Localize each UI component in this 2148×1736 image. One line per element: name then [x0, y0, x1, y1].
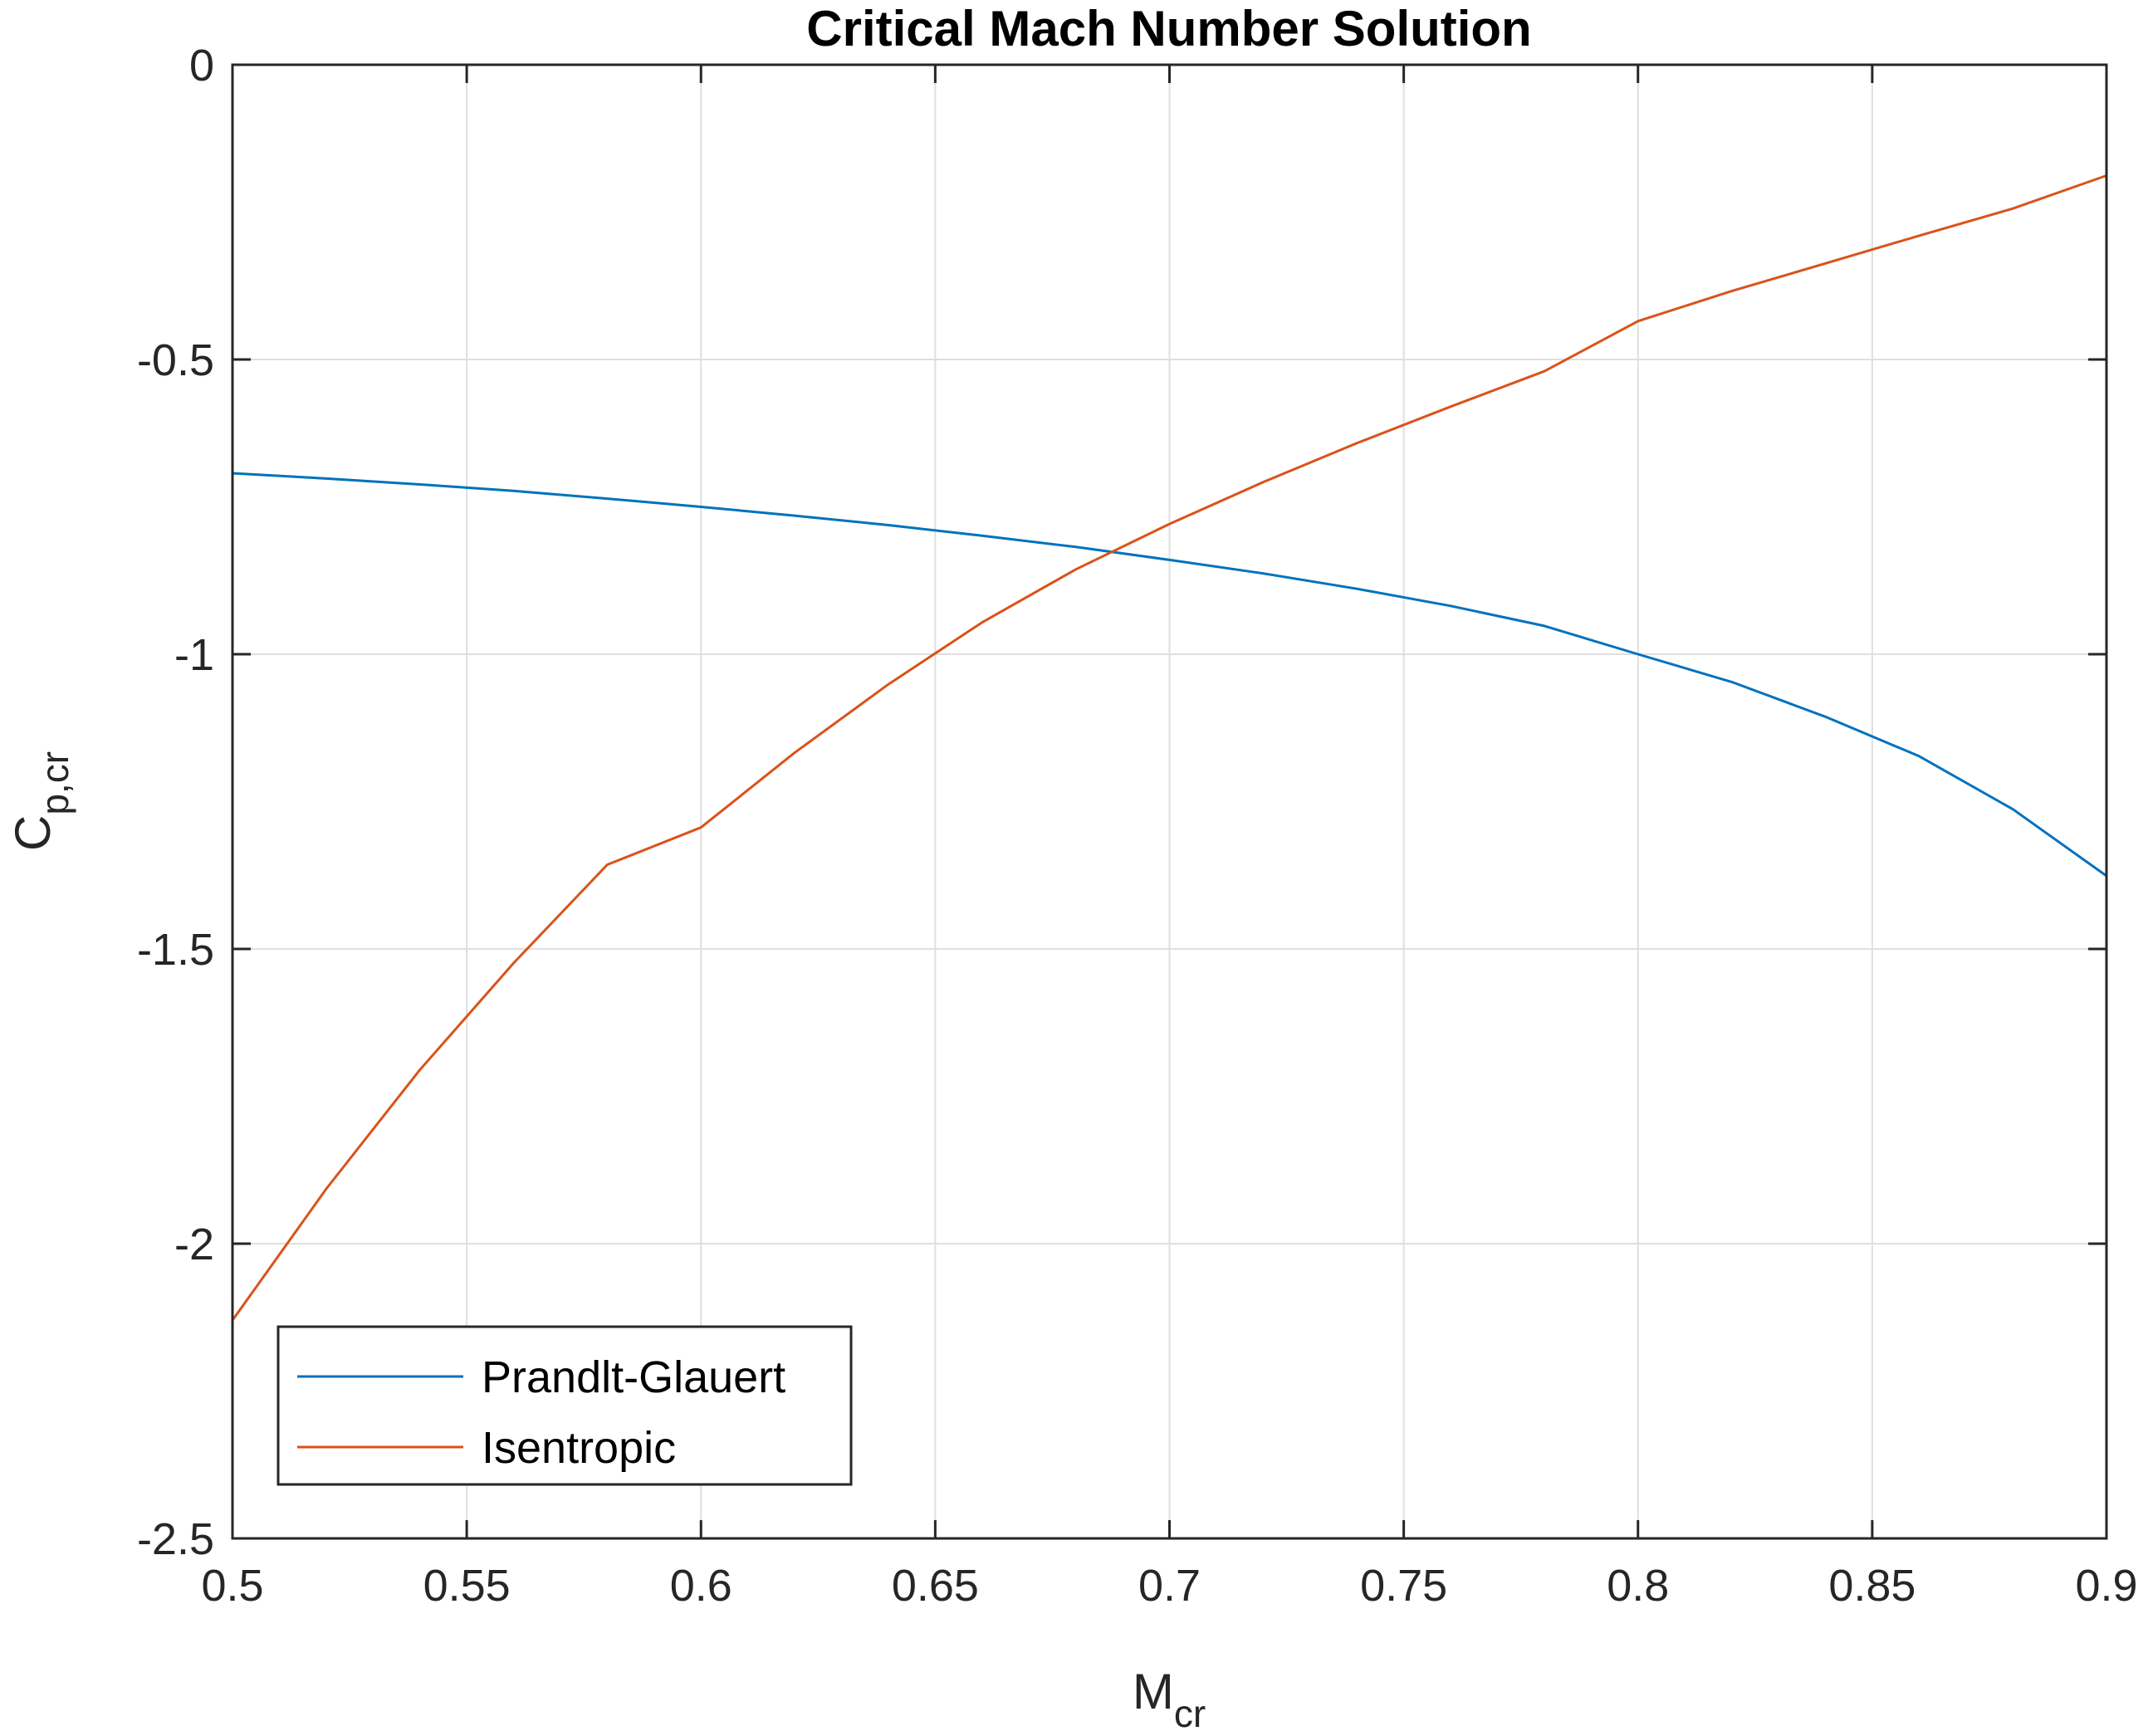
x-tick-label-0_6: 0.6	[670, 1561, 732, 1611]
legend-box	[276, 1325, 853, 1486]
x-tick-label-0_55: 0.55	[423, 1561, 511, 1611]
y-tick-label-neg-1_5: -1.5	[137, 925, 214, 975]
y-tick-labels: 0 -0.5 -1 -1.5 -2 -2.5	[137, 41, 214, 1564]
x-tick-label-0_8: 0.8	[1607, 1561, 1669, 1611]
y-tick-label-neg-2: -2	[174, 1220, 214, 1269]
x-tick-label-0_65: 0.65	[892, 1561, 979, 1611]
chart-title: Critical Mach Number Solution	[806, 1, 1531, 56]
x-tick-label-0_9: 0.9	[2075, 1561, 2137, 1611]
tick-marks	[231, 63, 2108, 1540]
y-tick-label-neg-1: -1	[174, 630, 214, 680]
x-tick-label-0_85: 0.85	[1828, 1561, 1916, 1611]
series-line-isentropic	[231, 174, 2107, 1322]
x-tick-label-0_5: 0.5	[201, 1561, 263, 1611]
series-line-prandlt-glauert	[232, 472, 2107, 878]
legend: Prandlt-Glauert Isentropic	[276, 1325, 853, 1486]
x-tick-label-0_75: 0.75	[1360, 1561, 1447, 1611]
y-tick-label-0: 0	[189, 41, 214, 90]
y-axis-label-subscript: p,cr	[33, 751, 76, 815]
y-axis-label: Cp,cr	[5, 751, 76, 851]
x-axis-label-subscript: cr	[1174, 1692, 1206, 1735]
x-axis-label-main: M	[1133, 1664, 1174, 1719]
x-tick-label-0_7: 0.7	[1138, 1561, 1201, 1611]
series-lines	[231, 174, 2107, 1322]
y-tick-label-neg-0_5: -0.5	[137, 335, 214, 385]
legend-label-isentropic: Isentropic	[482, 1423, 676, 1473]
legend-label-prandtl-glauert: Prandlt-Glauert	[482, 1352, 785, 1402]
x-axis-label: Mcr	[1133, 1664, 1206, 1735]
grid-lines	[232, 65, 2106, 1538]
x-tick-labels: 0.5 0.55 0.6 0.65 0.7 0.75 0.8 0.85 0.9	[201, 1561, 2137, 1611]
y-tick-label-neg-2_5: -2.5	[137, 1514, 214, 1564]
y-axis-label-main: C	[5, 815, 61, 851]
